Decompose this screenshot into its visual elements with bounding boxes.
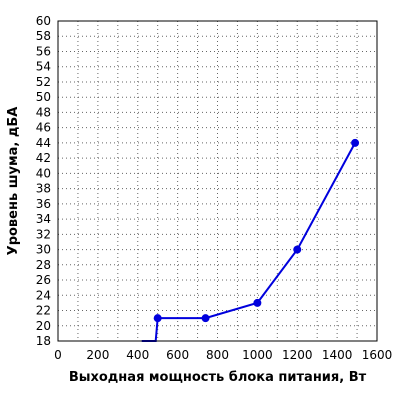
series-line: [141, 142, 356, 342]
y-tick-label: 36: [36, 197, 51, 211]
data-point: [351, 138, 360, 147]
y-tick-label: 50: [36, 90, 51, 104]
y-axis-title: Уровень шума, дБА: [6, 107, 21, 256]
data-point: [293, 245, 302, 254]
grid: [58, 21, 377, 341]
y-tick-label: 34: [36, 212, 51, 226]
y-tick-label: 22: [36, 304, 51, 318]
y-tick-label: 48: [36, 105, 51, 119]
x-tick-label: 1600: [362, 348, 393, 362]
data-point: [201, 314, 210, 323]
data-point: [153, 314, 162, 323]
x-tick-label: 1000: [242, 348, 273, 362]
x-tick-label: 0: [54, 348, 62, 362]
x-tick-label: 800: [206, 348, 229, 362]
x-tick-label: 200: [86, 348, 109, 362]
y-tick-label: 26: [36, 273, 51, 287]
y-tick-label: 28: [36, 258, 51, 272]
y-tick-label: 56: [36, 44, 51, 58]
y-tick-label: 46: [36, 121, 51, 135]
data-point: [253, 298, 262, 307]
y-tick-label: 54: [36, 60, 51, 74]
x-tick-label: 1200: [282, 348, 313, 362]
y-tick-label: 52: [36, 75, 51, 89]
y-tick-label: 58: [36, 29, 51, 43]
x-axis-title: Выходная мощность блока питания, Вт: [69, 370, 367, 385]
y-tick-label: 24: [36, 288, 51, 302]
x-tick-label: 400: [126, 348, 149, 362]
x-tick-label: 1400: [322, 348, 353, 362]
x-axis-ticks: 0 200 400 600 800 1000 1200 1400 1600: [54, 348, 392, 362]
y-tick-label: 60: [36, 14, 51, 28]
y-tick-label: 30: [36, 243, 51, 257]
y-tick-label: 40: [36, 166, 51, 180]
x-tick-label: 600: [166, 348, 189, 362]
plot-frame: [57, 20, 378, 342]
y-tick-label: 38: [36, 182, 51, 196]
y-tick-label: 20: [36, 319, 51, 333]
y-tick-label: 18: [36, 334, 51, 348]
y-tick-label: 44: [36, 136, 51, 150]
y-tick-label: 32: [36, 227, 51, 241]
y-tick-label: 42: [36, 151, 51, 165]
